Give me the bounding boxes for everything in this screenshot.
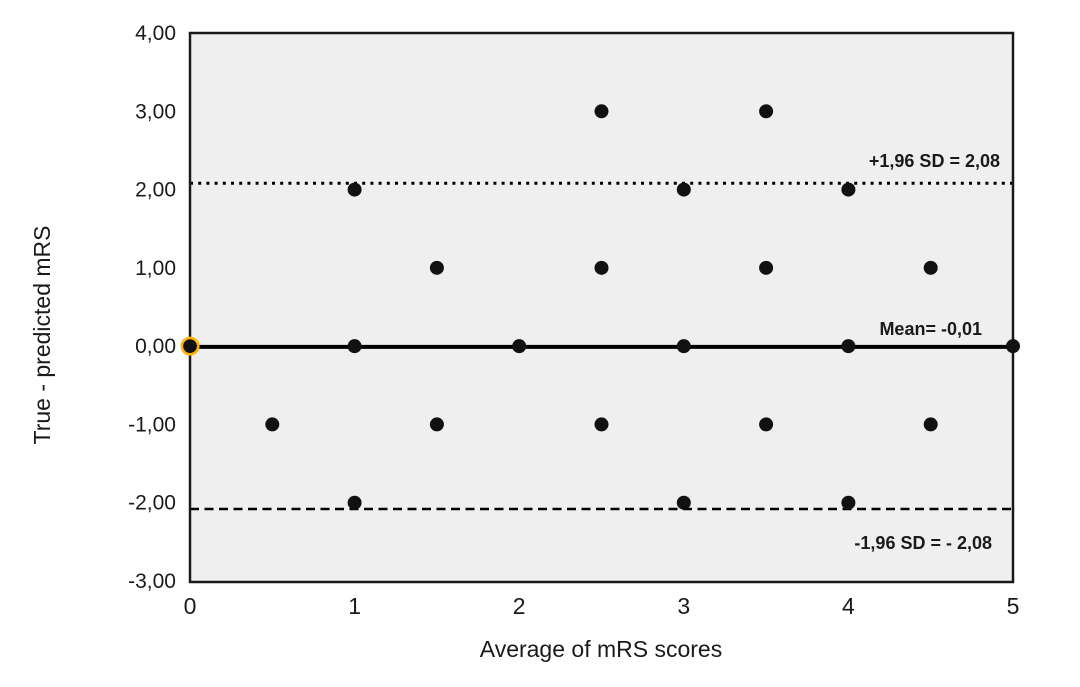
y-axis-tick-labels: 4,00 3,00 2,00 1,00 0,00 -1,00 -2,00 -3,00 bbox=[128, 22, 176, 593]
y-axis-title: True - predicted mRS bbox=[29, 226, 55, 445]
data-point bbox=[183, 339, 197, 354]
x-axis-tick-labels: 0 1 2 3 4 5 bbox=[184, 593, 1020, 619]
lower-limit-label: -1,96 SD = - 2,08 bbox=[854, 533, 992, 553]
scatter-points bbox=[180, 104, 1020, 510]
highlighted-point-ring bbox=[180, 336, 200, 356]
data-point bbox=[347, 182, 362, 197]
data-point bbox=[594, 260, 609, 275]
data-point bbox=[923, 417, 938, 432]
plot-area bbox=[190, 33, 1013, 582]
x-tick-label: 3 bbox=[677, 593, 690, 619]
mean-label: Mean= -0,01 bbox=[879, 319, 982, 339]
data-point bbox=[347, 339, 362, 354]
y-tick-label: 4,00 bbox=[135, 22, 176, 45]
y-tick-label: 0,00 bbox=[135, 335, 176, 358]
data-point bbox=[841, 495, 856, 510]
data-point bbox=[1006, 339, 1020, 354]
data-point bbox=[676, 182, 691, 197]
y-tick-label: -1,00 bbox=[128, 413, 176, 436]
x-tick-label: 1 bbox=[348, 593, 361, 619]
reference-lines bbox=[190, 181, 1013, 511]
x-tick-label: 4 bbox=[842, 593, 855, 619]
data-point bbox=[265, 417, 280, 432]
data-point bbox=[676, 495, 691, 510]
data-point bbox=[759, 417, 774, 432]
data-point bbox=[594, 104, 609, 119]
y-tick-label: -3,00 bbox=[128, 570, 176, 593]
y-tick-label: 3,00 bbox=[135, 100, 176, 123]
data-point bbox=[759, 260, 774, 275]
data-point bbox=[429, 417, 444, 432]
data-point bbox=[923, 260, 938, 275]
x-tick-label: 5 bbox=[1007, 593, 1020, 619]
data-point bbox=[347, 495, 362, 510]
data-point bbox=[594, 417, 609, 432]
y-tick-label: -2,00 bbox=[128, 492, 176, 515]
y-tick-label: 1,00 bbox=[135, 257, 176, 280]
y-tick-label: 2,00 bbox=[135, 179, 176, 202]
x-axis-title: Average of mRS scores bbox=[480, 636, 722, 662]
data-point bbox=[512, 339, 527, 354]
data-point bbox=[841, 339, 856, 354]
x-tick-label: 0 bbox=[184, 593, 197, 619]
upper-limit-label: +1,96 SD = 2,08 bbox=[869, 151, 1000, 171]
data-point bbox=[429, 260, 444, 275]
data-point bbox=[759, 104, 774, 119]
plot-frame bbox=[188, 31, 1015, 584]
x-tick-label: 2 bbox=[513, 593, 526, 619]
data-point bbox=[841, 182, 856, 197]
data-point bbox=[676, 339, 691, 354]
